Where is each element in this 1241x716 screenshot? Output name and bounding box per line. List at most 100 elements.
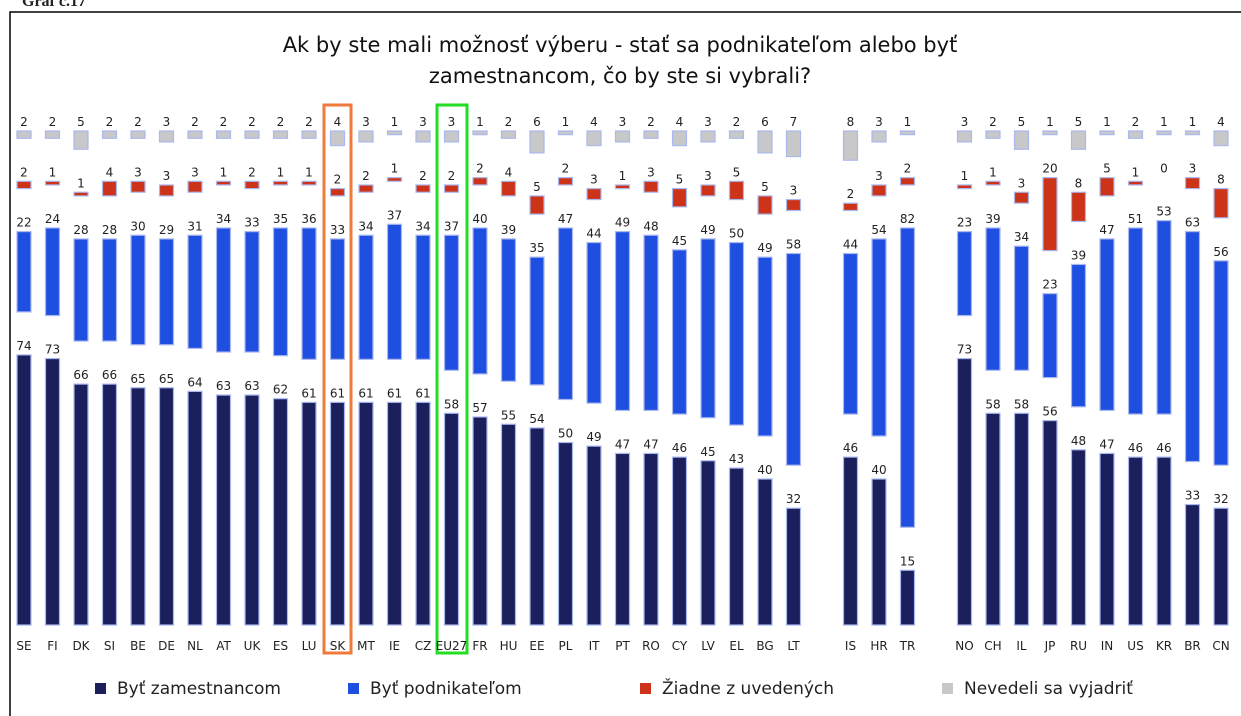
x-tick-label: AT	[216, 639, 231, 653]
bar-segment	[1042, 420, 1058, 626]
bar-segment	[1099, 238, 1115, 412]
value-label: 6	[533, 115, 541, 129]
bar-segment	[1184, 231, 1201, 463]
bar-segment	[130, 387, 146, 626]
bar-segment	[101, 238, 118, 342]
bar-segment	[16, 130, 32, 139]
bar-segment	[700, 460, 716, 626]
value-label: 4	[676, 115, 684, 129]
bar-segment	[1127, 180, 1144, 186]
value-label: 48	[1071, 434, 1086, 448]
bar-segment	[529, 130, 545, 154]
bar-segment	[757, 130, 773, 154]
bar-segment	[472, 130, 488, 136]
value-label: 3	[790, 184, 798, 198]
bar-segment	[1099, 452, 1115, 626]
value-label: 15	[900, 554, 915, 568]
x-tick-label: UK	[244, 639, 262, 653]
value-label: 2	[847, 187, 855, 201]
x-tick-label: IL	[1016, 639, 1027, 653]
bar-segment	[671, 188, 688, 208]
bar-segment	[871, 478, 887, 626]
value-label: 2	[49, 115, 57, 129]
value-label: 40	[871, 463, 886, 477]
bar-segment	[1013, 130, 1030, 150]
bar-segment	[643, 130, 659, 139]
value-label: 1	[391, 115, 399, 129]
bar-segment	[101, 383, 118, 626]
bar-segment	[158, 130, 175, 143]
value-label: 35	[529, 241, 544, 255]
bar-segment	[1156, 456, 1172, 626]
value-label: 2	[248, 115, 256, 129]
legend-label: Žiadne z uvedených	[662, 677, 834, 699]
value-label: 2	[448, 169, 456, 183]
bar-segment	[956, 184, 973, 190]
x-tick-label: MT	[357, 639, 375, 653]
value-label: 2	[220, 115, 228, 129]
value-label: 56	[1213, 245, 1228, 259]
value-label: 63	[216, 379, 231, 393]
bar-segment	[215, 394, 232, 626]
bar-segment	[73, 191, 89, 197]
bar-segment	[244, 130, 260, 139]
value-label: 58	[985, 397, 1000, 411]
value-label: 5	[77, 115, 85, 129]
value-label: 34	[415, 219, 430, 233]
bar-segment	[130, 180, 146, 193]
value-label: 2	[248, 165, 256, 179]
bar-segment	[244, 180, 260, 190]
value-label: 73	[45, 343, 60, 357]
value-label: 3	[590, 173, 598, 187]
bar-segment	[130, 234, 146, 346]
bar-segment	[700, 130, 716, 143]
bar-segment	[1127, 456, 1144, 626]
value-label: 5	[1075, 115, 1083, 129]
value-label: 82	[900, 212, 915, 226]
value-label: 2	[419, 169, 427, 183]
x-tick-label: CY	[672, 639, 688, 653]
value-label: 3	[704, 115, 712, 129]
bar-segment	[301, 227, 317, 360]
bar-segment	[985, 130, 1001, 139]
value-label: 3	[619, 115, 627, 129]
bar-segment	[671, 130, 688, 147]
x-tick-label: EE	[529, 639, 544, 653]
bar-segment	[1156, 130, 1172, 136]
value-label: 45	[672, 234, 687, 248]
bar-segment	[614, 452, 631, 626]
bar-segment	[557, 441, 574, 626]
x-tick-label: SK	[330, 639, 347, 653]
value-label: 61	[387, 386, 402, 400]
value-label: 1	[961, 169, 969, 183]
value-label: 65	[159, 372, 174, 386]
bar-segment	[1013, 245, 1030, 371]
bar-segment	[73, 130, 89, 150]
bar-segment	[386, 223, 403, 360]
value-label: 3	[704, 169, 712, 183]
value-label: 3	[448, 115, 456, 129]
bar-segment	[643, 234, 659, 412]
bar-segment	[1070, 449, 1087, 626]
value-label: 46	[1128, 441, 1143, 455]
value-label: 48	[643, 219, 658, 233]
value-label: 39	[501, 223, 516, 237]
bar-segment	[985, 180, 1001, 186]
bar-segment	[272, 180, 289, 186]
bar-segment	[1099, 130, 1115, 136]
value-label: 53	[1156, 205, 1171, 219]
value-label: 74	[16, 339, 31, 353]
value-label: 23	[1042, 278, 1057, 292]
value-label: 46	[1156, 441, 1171, 455]
x-tick-label: TR	[899, 639, 916, 653]
value-label: 49	[615, 216, 630, 230]
bar-segment	[1213, 260, 1229, 466]
value-label: 54	[871, 223, 886, 237]
x-tick-label: PT	[615, 639, 630, 653]
x-tick-label: LT	[787, 639, 800, 653]
bar-segment	[386, 401, 403, 626]
bar-segment	[871, 184, 887, 197]
bar-segment	[643, 180, 659, 193]
bar-segment	[700, 184, 716, 197]
